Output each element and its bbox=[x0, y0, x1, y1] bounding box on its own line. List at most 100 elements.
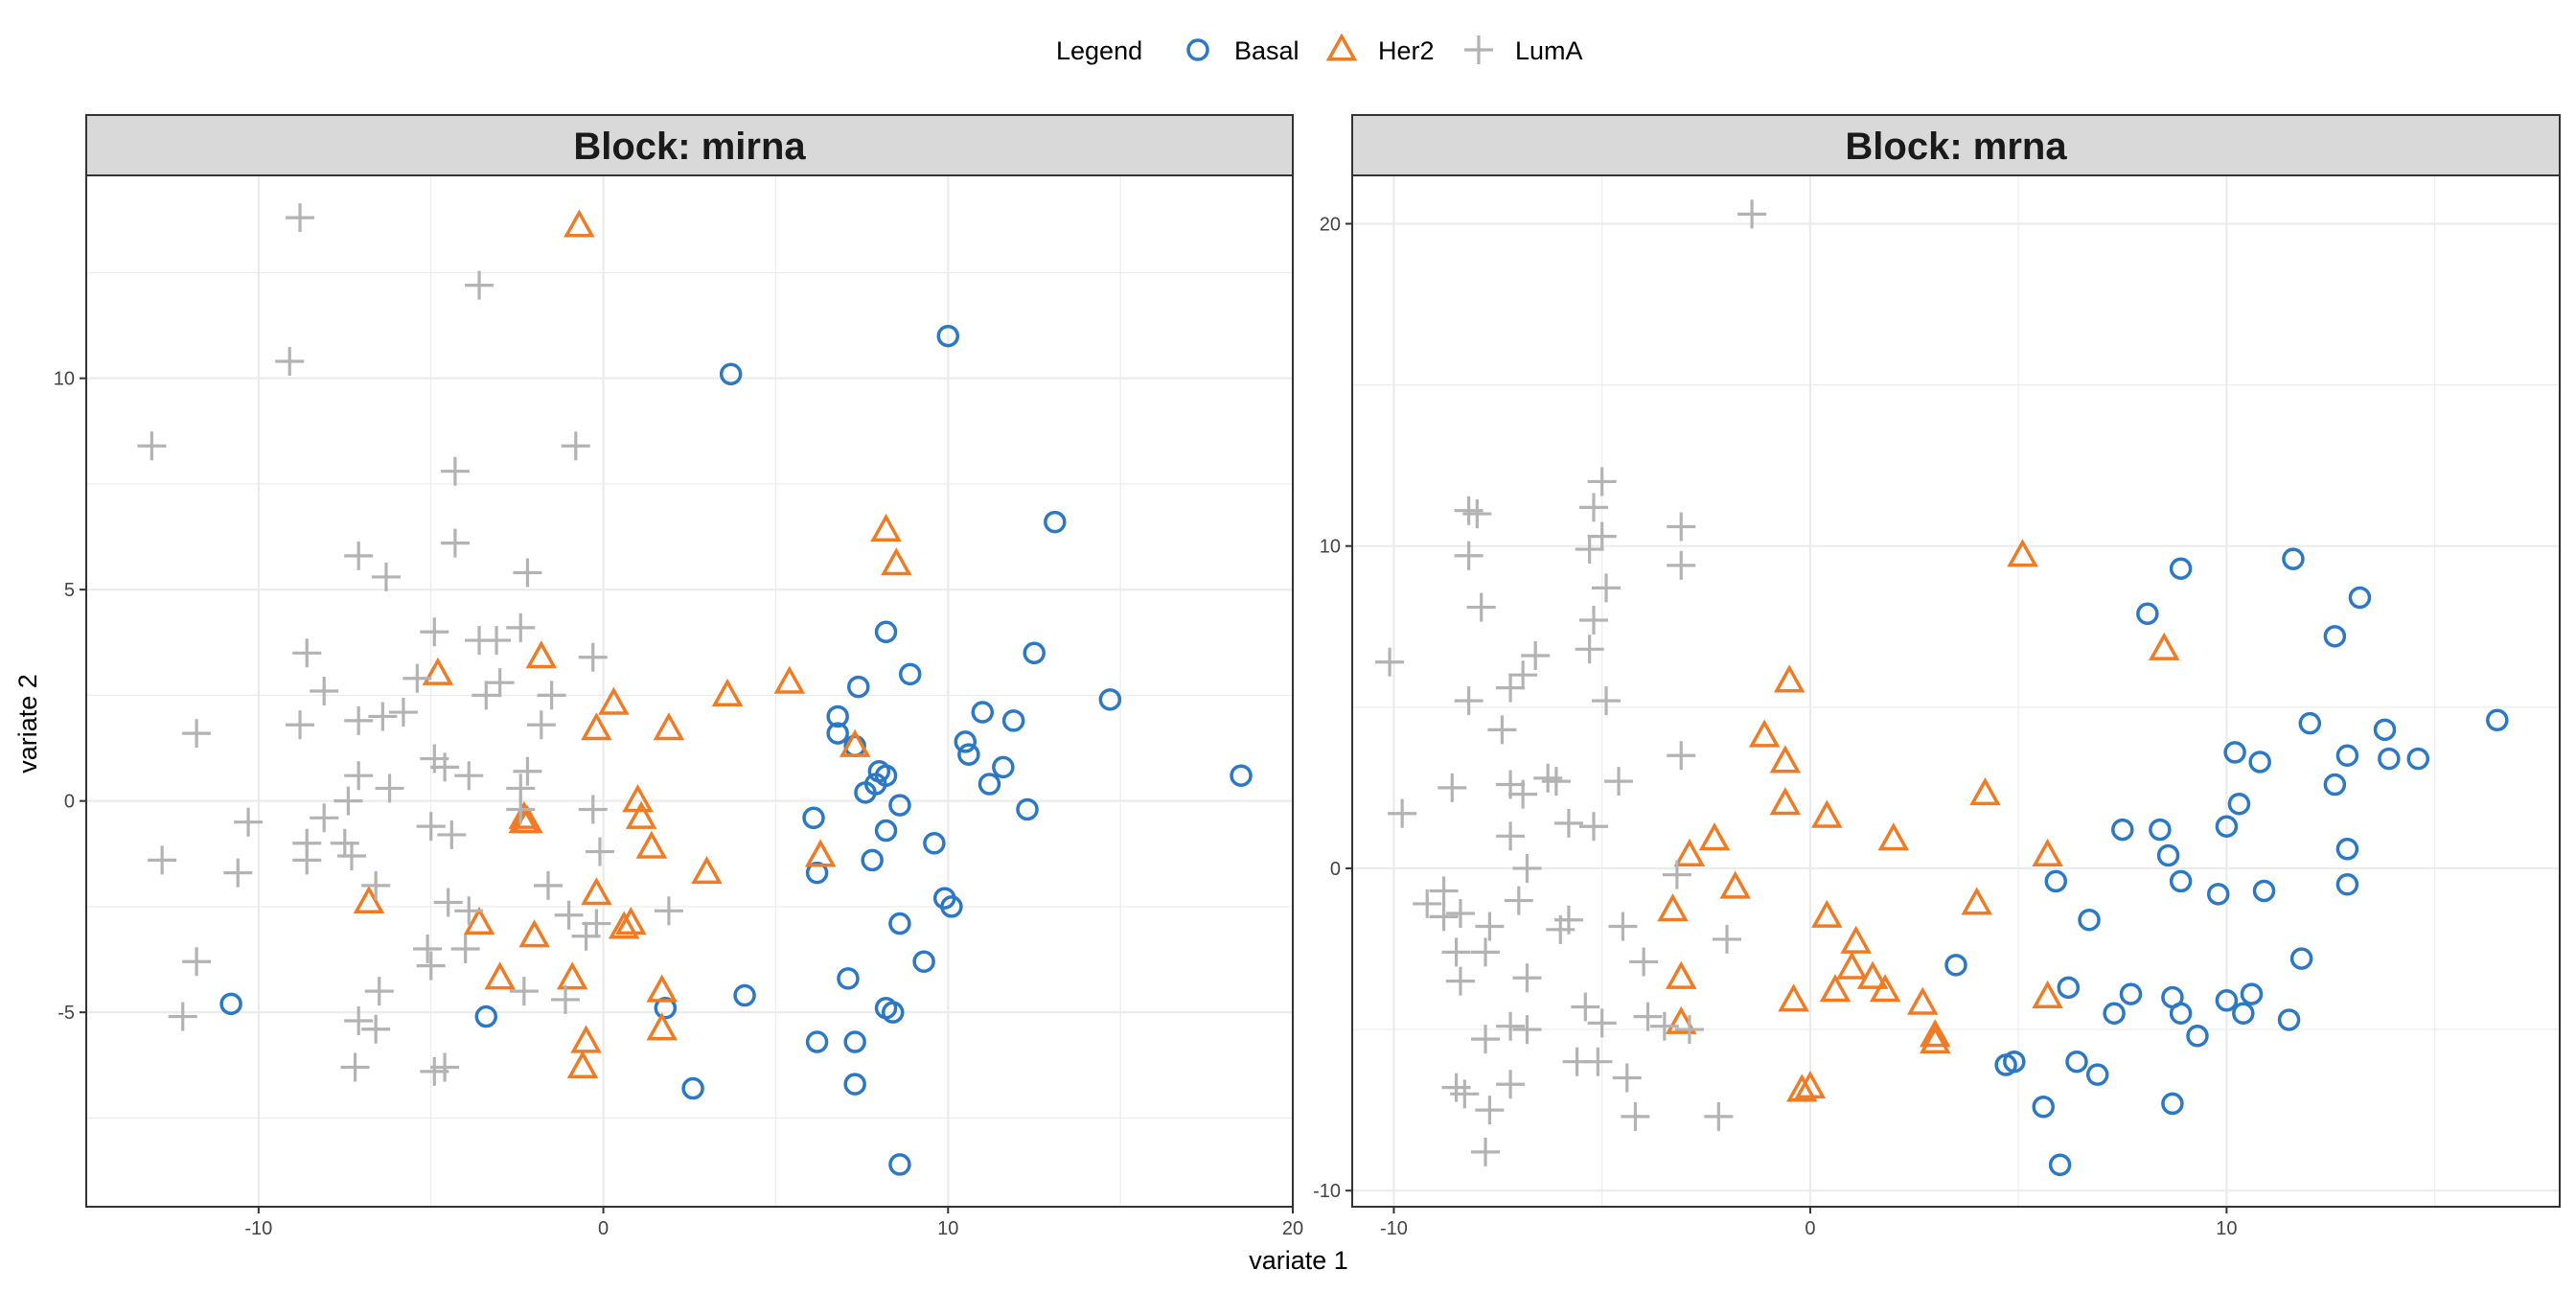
point-luma bbox=[454, 896, 484, 926]
point-basal bbox=[474, 1004, 498, 1028]
point-luma bbox=[1633, 1002, 1663, 1031]
point-basal bbox=[843, 1073, 866, 1096]
point-basal bbox=[954, 730, 978, 753]
point-luma bbox=[330, 828, 359, 858]
point-luma bbox=[1667, 550, 1696, 580]
point-luma bbox=[433, 888, 463, 917]
point-her2 bbox=[564, 209, 595, 238]
point-luma bbox=[1475, 912, 1505, 941]
point-basal bbox=[1230, 764, 1253, 787]
point-basal bbox=[2032, 1096, 2055, 1119]
points bbox=[1375, 199, 2509, 1177]
point-her2 bbox=[653, 712, 685, 741]
point-basal bbox=[854, 781, 877, 804]
point-basal bbox=[2335, 838, 2359, 861]
point-luma bbox=[1471, 1137, 1501, 1166]
point-basal bbox=[2282, 547, 2305, 570]
y-tick-label: 0 bbox=[64, 792, 75, 813]
point-basal bbox=[826, 722, 849, 745]
point-basal bbox=[923, 832, 946, 855]
point-basal bbox=[2323, 625, 2347, 648]
point-basal bbox=[2289, 947, 2313, 970]
point-basal bbox=[2156, 843, 2180, 867]
point-her2 bbox=[2032, 838, 2063, 867]
point-luma bbox=[1466, 592, 1496, 622]
point-her2 bbox=[1778, 983, 1809, 1012]
point-basal bbox=[2215, 989, 2239, 1012]
point-luma bbox=[534, 870, 564, 900]
legend-key-her2 bbox=[1325, 33, 1358, 61]
point-luma bbox=[1592, 573, 1622, 603]
x-tick-label: 0 bbox=[598, 1218, 609, 1239]
y-tick-label: -10 bbox=[1313, 1181, 1341, 1202]
point-her2 bbox=[1748, 719, 1781, 748]
panel-1: Block: mirna -10 0 10 20 -5 0 5 10 bbox=[54, 114, 1303, 1239]
point-her2 bbox=[1698, 822, 1731, 851]
point-her2 bbox=[1811, 799, 1843, 828]
points bbox=[137, 203, 1253, 1176]
point-luma bbox=[375, 773, 404, 803]
legend-item-basal: Basal bbox=[1186, 36, 1300, 65]
point-luma bbox=[440, 456, 470, 486]
point-luma bbox=[1587, 1008, 1617, 1038]
point-luma bbox=[286, 710, 315, 740]
series-her2 bbox=[1657, 539, 2180, 1102]
point-basal bbox=[2136, 602, 2159, 626]
point-her2 bbox=[1785, 1074, 1818, 1102]
point-luma bbox=[1662, 860, 1691, 889]
point-her2 bbox=[608, 911, 640, 939]
point-basal bbox=[2057, 976, 2081, 1000]
point-luma bbox=[148, 845, 177, 875]
point-luma bbox=[368, 702, 398, 731]
point-luma bbox=[551, 984, 581, 1014]
x-tick-label: 10 bbox=[937, 1218, 958, 1239]
point-basal bbox=[805, 1030, 829, 1053]
point-her2 bbox=[691, 856, 723, 885]
point-basal bbox=[1098, 688, 1122, 711]
point-luma bbox=[1471, 1025, 1501, 1054]
point-basal bbox=[2003, 1050, 2026, 1074]
point-luma bbox=[361, 1014, 391, 1044]
point-basal bbox=[2378, 747, 2401, 771]
point-her2 bbox=[581, 877, 612, 906]
x-tick-label: 10 bbox=[2216, 1218, 2237, 1239]
point-luma bbox=[654, 896, 683, 926]
y-axis-title: variate 2 bbox=[13, 674, 42, 773]
point-luma bbox=[310, 677, 339, 705]
strip bbox=[1351, 114, 2561, 176]
point-luma bbox=[454, 761, 484, 791]
series-her2 bbox=[353, 209, 912, 1079]
point-her2 bbox=[2007, 539, 2038, 567]
legend-key-luma bbox=[1464, 35, 1493, 64]
point-luma bbox=[482, 626, 512, 656]
point-her2 bbox=[646, 974, 678, 1003]
point-her2 bbox=[518, 919, 550, 948]
point-luma bbox=[334, 786, 363, 816]
point-basal bbox=[936, 324, 960, 348]
legend-item-luma: LumA bbox=[1464, 35, 1583, 65]
point-her2 bbox=[1906, 986, 1939, 1015]
legend-label-luma: LumA bbox=[1515, 36, 1583, 65]
point-luma bbox=[1667, 512, 1696, 542]
point-luma bbox=[1445, 899, 1475, 929]
point-luma bbox=[513, 558, 542, 588]
point-her2 bbox=[484, 961, 516, 990]
point-luma bbox=[1612, 1063, 1642, 1093]
point-basal bbox=[2103, 1002, 2126, 1025]
point-luma bbox=[571, 921, 601, 951]
point-her2 bbox=[1961, 887, 1993, 915]
point-luma bbox=[1375, 647, 1405, 677]
point-basal bbox=[971, 701, 995, 724]
point-luma bbox=[1487, 715, 1517, 745]
point-basal bbox=[2169, 1002, 2193, 1025]
point-luma bbox=[1575, 535, 1604, 565]
point-luma bbox=[1704, 1101, 1734, 1131]
point-her2 bbox=[1665, 1005, 1697, 1034]
point-luma bbox=[402, 663, 432, 693]
point-basal bbox=[2252, 879, 2276, 903]
strip bbox=[85, 114, 1294, 176]
point-luma bbox=[310, 803, 339, 833]
point-her2 bbox=[556, 961, 588, 990]
point-luma bbox=[1579, 812, 1608, 842]
point-luma bbox=[437, 820, 467, 849]
